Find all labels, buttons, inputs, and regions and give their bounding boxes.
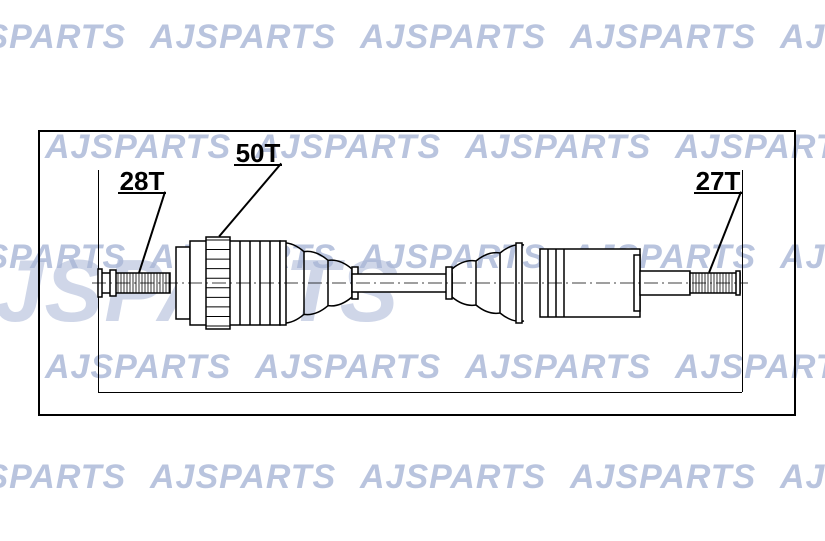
drive-shaft-diagram [0,0,825,541]
left_spline-underline [118,192,166,194]
diagram-canvas: AJSPARTSAJSPARTSAJSPARTSAJSPARTSAJSPARTS… [0,0,825,541]
right_spline-underline [694,192,742,194]
ring_teeth-underline [234,164,282,166]
right-end-groove [736,271,740,295]
